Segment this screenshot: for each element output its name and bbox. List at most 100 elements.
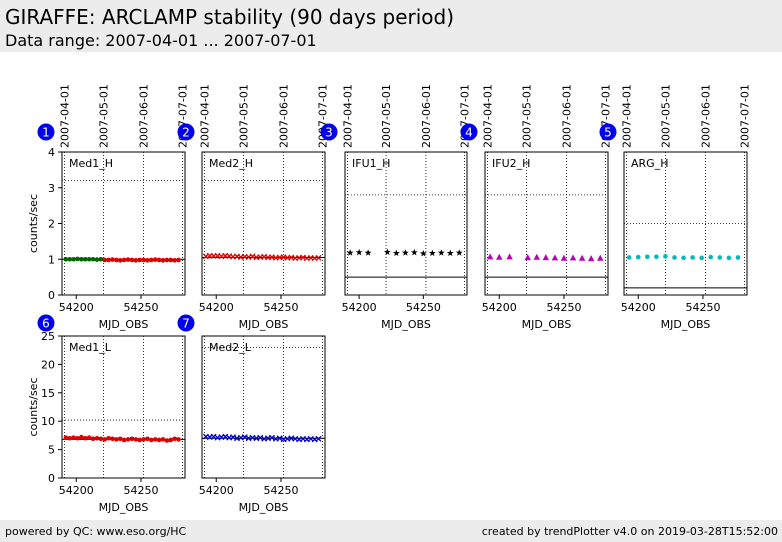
data-point	[114, 257, 119, 263]
plot-number-text: 2	[182, 126, 190, 140]
x-tick-label: 54200	[482, 301, 517, 314]
data-point	[315, 435, 322, 442]
data-point	[355, 248, 363, 256]
panel-label: Med2_H	[209, 157, 253, 170]
panel-label: Med1_L	[69, 341, 112, 354]
y-tick-label: 3	[48, 182, 55, 195]
data-point	[524, 254, 531, 261]
data-point	[645, 254, 650, 260]
data-point	[276, 435, 283, 442]
x-tick-label: 54200	[59, 484, 94, 497]
date-tick-label: 2007-05-01	[380, 84, 393, 148]
data-point	[129, 436, 135, 442]
date-tick-label: 2007-06-01	[420, 84, 433, 148]
plot-number-text: 4	[465, 126, 473, 140]
data-point	[117, 436, 123, 442]
data-point	[496, 253, 503, 260]
plot-med1-l: 54200 54250 0 5 10 15 20 25 MJD_OBS counts/sec Med…	[27, 314, 186, 514]
plot-med1-h: 2007-04-01 2007-05-01 2007-06-01 2007-07-01…	[27, 84, 189, 331]
data-point	[268, 434, 275, 441]
x-tick-label: 54250	[123, 484, 158, 497]
date-tick-label: 2007-04-01	[482, 84, 495, 148]
plot-number-text: 5	[604, 126, 612, 140]
data-point	[672, 255, 677, 260]
footer-created: created by trendPlotter v4.0 on 2019-03-…	[481, 525, 778, 538]
data-point	[401, 249, 409, 256]
panel-label: Med1_H	[69, 157, 113, 170]
x-tick-label: 54250	[123, 301, 158, 314]
x-tick-label: 54250	[546, 301, 581, 314]
data-point	[90, 436, 96, 442]
data-point	[346, 249, 354, 256]
y-tick-label: 4	[48, 146, 55, 159]
data-point	[364, 249, 372, 256]
data-point	[542, 254, 550, 261]
data-point	[717, 255, 723, 260]
data-point	[75, 435, 80, 441]
plot-number-badge	[599, 123, 617, 141]
data-point	[102, 437, 108, 442]
data-point	[635, 254, 641, 260]
data-point	[654, 254, 659, 260]
data-point	[690, 255, 695, 260]
data-point	[67, 435, 73, 441]
data-point	[681, 255, 686, 261]
x-tick-label: 54250	[685, 301, 720, 314]
data-point	[83, 435, 88, 441]
data-point	[160, 437, 166, 442]
data-point	[392, 249, 400, 257]
data-point	[419, 249, 427, 257]
date-tick-label: 2007-04-01	[59, 84, 72, 148]
data-point	[437, 249, 445, 256]
date-tick-label: 2007-06-01	[138, 84, 151, 148]
data-point	[63, 435, 69, 440]
data-point	[106, 257, 111, 263]
data-point	[141, 257, 146, 263]
data-point	[172, 258, 177, 263]
date-tick-label: 2007-04-01	[621, 84, 634, 148]
data-point	[98, 436, 104, 442]
date-tick-label: 2007-04-01	[199, 84, 212, 148]
panel-label: IFU1_H	[352, 157, 390, 170]
plot-ifu1-h: 2007-04-01 2007-05-01 2007-06-01 2007-07-01…	[320, 84, 471, 331]
plot-frame	[61, 335, 186, 479]
data-point	[176, 257, 181, 263]
date-tick-label: 2007-06-01	[278, 84, 291, 148]
data-point	[79, 256, 84, 262]
data-point	[110, 436, 115, 442]
y-tick-label: 10	[41, 415, 55, 428]
data-point	[90, 256, 96, 262]
data-point	[125, 257, 131, 262]
data-point	[106, 435, 111, 441]
data-point	[222, 433, 229, 440]
data-point	[626, 255, 632, 260]
data-point	[145, 258, 150, 263]
footer-credit: powered by QC: www.eso.org/HC	[5, 525, 187, 538]
plot-frame	[201, 335, 326, 479]
data-point	[83, 256, 88, 262]
data-point	[168, 437, 174, 443]
y-tick-label: 15	[41, 387, 55, 400]
plot-number-badge	[37, 123, 55, 141]
data-point	[86, 435, 92, 440]
data-point	[726, 255, 732, 261]
data-point	[71, 256, 76, 262]
date-tick-label: 2007-06-01	[700, 84, 713, 148]
data-point	[164, 438, 170, 443]
data-point	[137, 437, 142, 443]
panel-label: Med2_L	[209, 341, 252, 354]
data-point	[533, 253, 540, 260]
data-point	[110, 257, 115, 262]
data-point	[79, 434, 84, 440]
data-point	[94, 435, 100, 441]
data-point	[164, 257, 170, 263]
plot-frame	[623, 151, 748, 296]
data-point	[735, 255, 741, 260]
panel-label: IFU2_H	[492, 157, 530, 170]
data-point	[133, 437, 139, 442]
data-point	[156, 257, 162, 263]
data-point	[141, 437, 146, 442]
data-point	[98, 256, 104, 262]
data-point	[102, 257, 108, 263]
